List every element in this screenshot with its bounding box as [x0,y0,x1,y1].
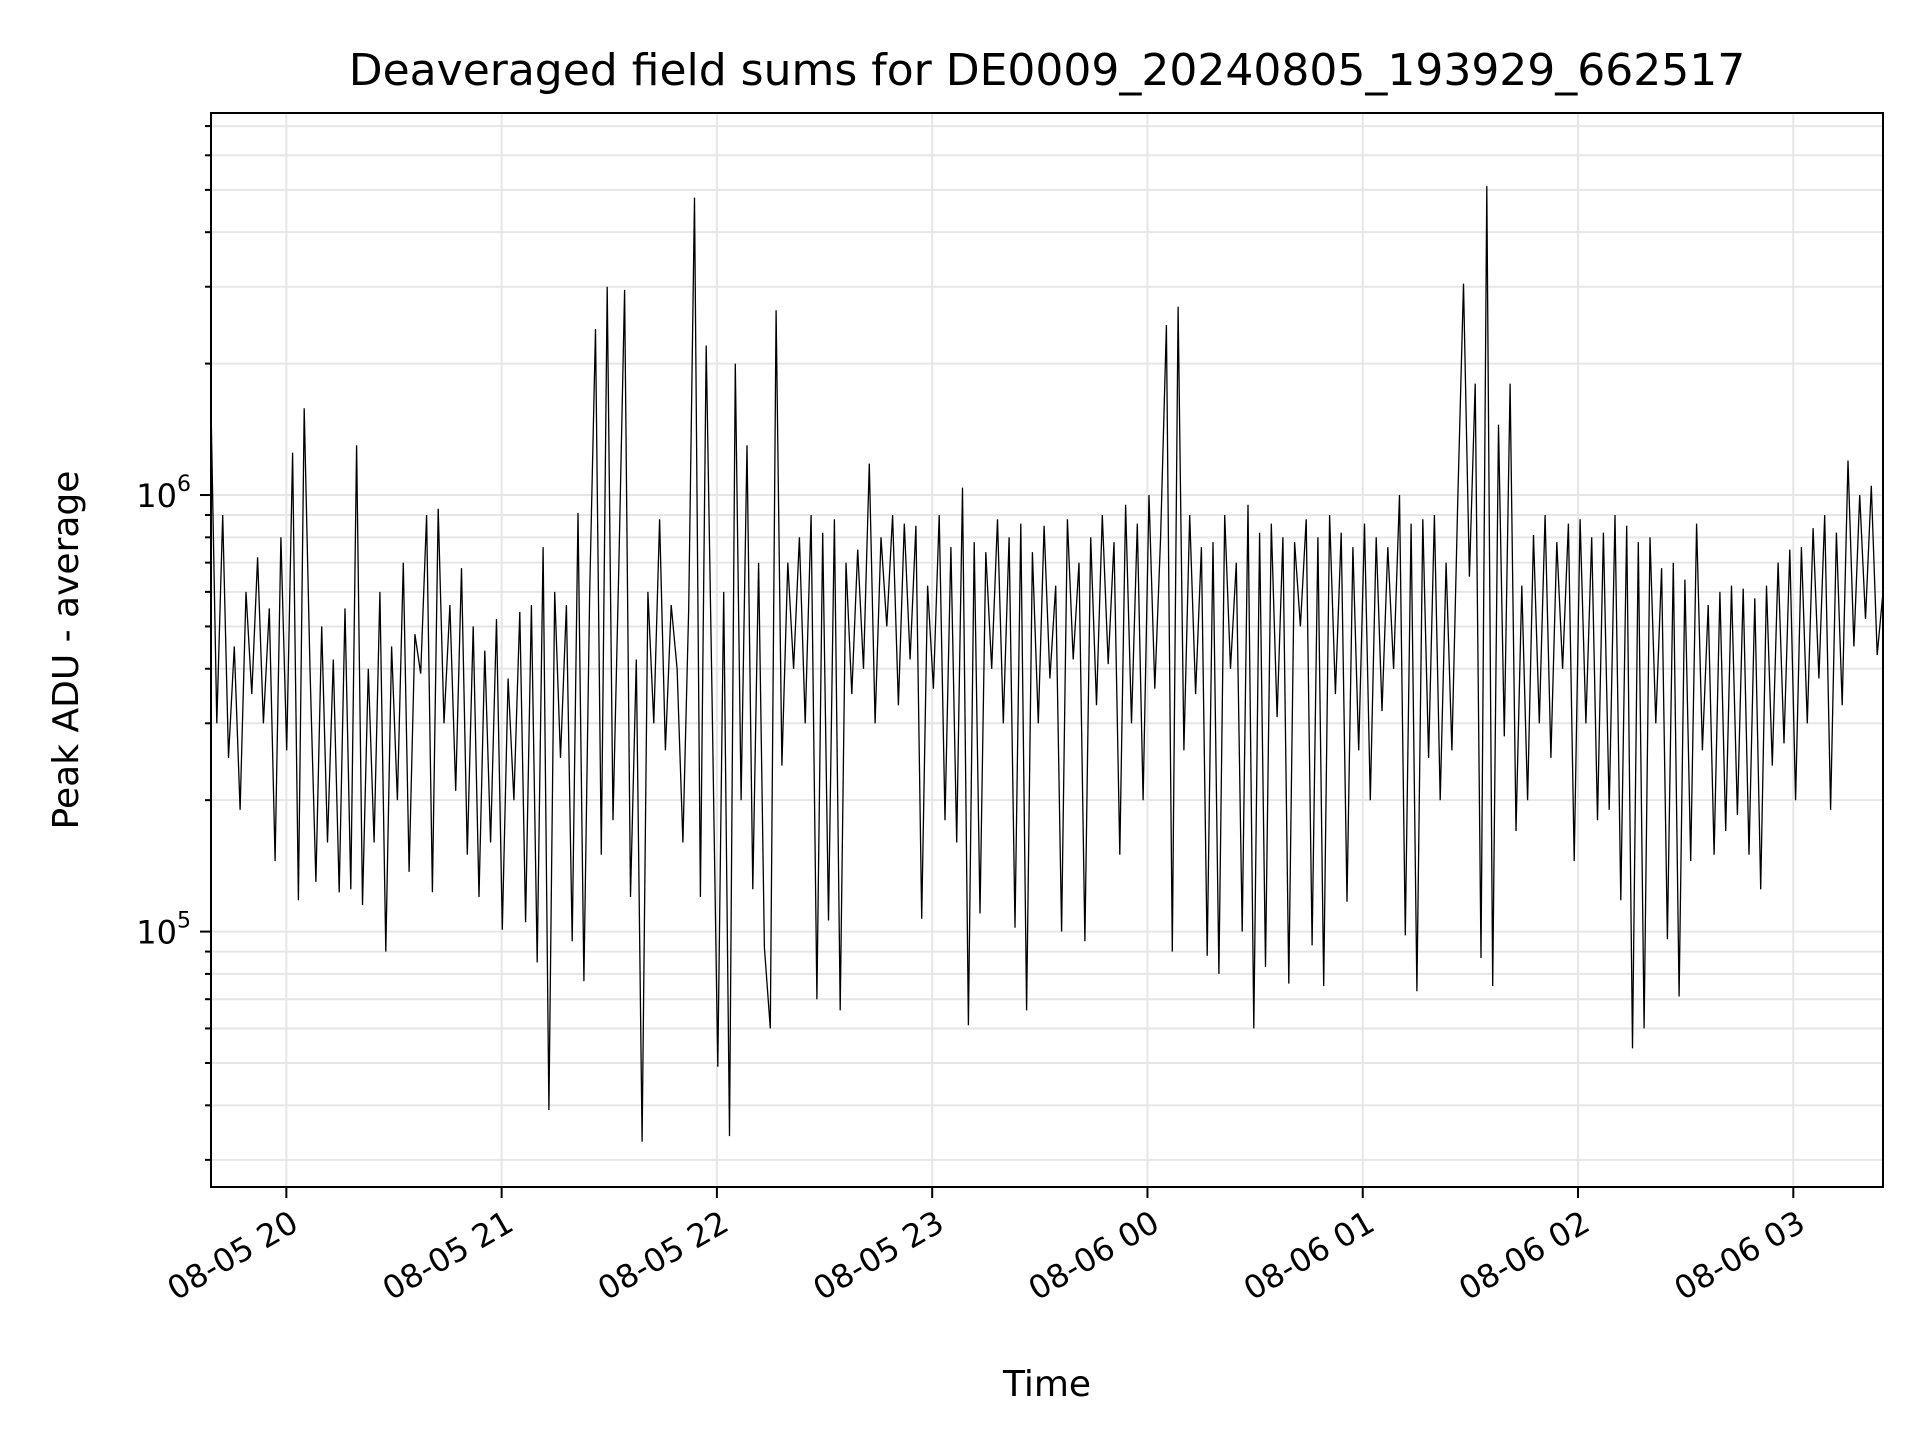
chart-title: Deaveraged field sums for DE0009_2024080… [349,45,1746,96]
y-tick-label: 105 [136,909,191,952]
plot-frame [210,112,1884,1188]
y-tick-label: 106 [136,472,191,515]
y-tick-base: 10 [136,914,177,952]
y-tick-exponent: 5 [177,909,191,934]
y-tick-exponent: 6 [177,472,191,497]
data-layer [210,186,1884,1142]
x-axis-label: Time [1002,1364,1091,1405]
series-line [210,186,1884,1142]
y-tick-base: 10 [136,477,177,515]
y-axis-label: Peak ADU - average [46,471,87,830]
